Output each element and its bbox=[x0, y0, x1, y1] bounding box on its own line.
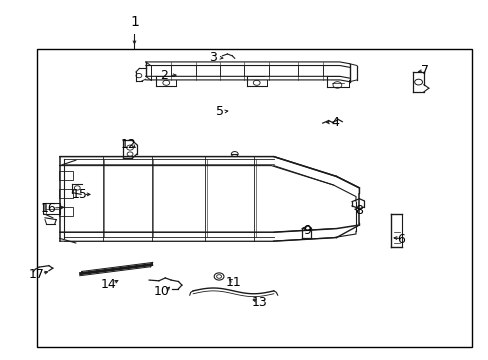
Text: 11: 11 bbox=[225, 276, 241, 289]
Text: 9: 9 bbox=[303, 224, 310, 237]
Bar bbox=[59, 171, 73, 180]
Text: 12: 12 bbox=[121, 138, 136, 150]
Text: 6: 6 bbox=[396, 233, 404, 246]
Text: 5: 5 bbox=[216, 105, 224, 118]
Text: 17: 17 bbox=[29, 268, 44, 281]
Text: 16: 16 bbox=[41, 202, 57, 215]
Text: 10: 10 bbox=[153, 285, 169, 298]
Text: 8: 8 bbox=[355, 204, 363, 217]
Bar bbox=[43, 203, 60, 214]
Text: 7: 7 bbox=[421, 64, 428, 77]
Text: 15: 15 bbox=[71, 188, 87, 201]
Text: 1: 1 bbox=[130, 15, 139, 28]
Bar bbox=[59, 189, 73, 198]
Bar bbox=[59, 207, 73, 216]
Text: 13: 13 bbox=[251, 296, 266, 309]
Text: 4: 4 bbox=[330, 116, 338, 129]
Text: 2: 2 bbox=[160, 69, 167, 82]
Text: 14: 14 bbox=[101, 278, 116, 291]
Text: 3: 3 bbox=[208, 51, 216, 64]
Bar bbox=[37, 49, 471, 347]
